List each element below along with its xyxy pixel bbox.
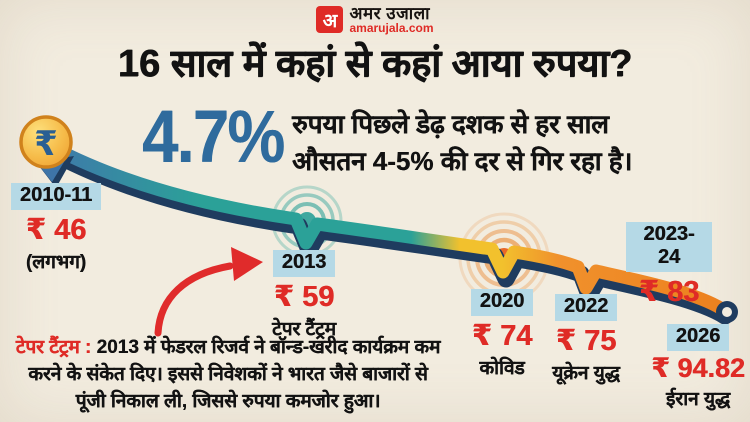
curve-endpoint — [716, 301, 738, 323]
year-chip: 2020 — [470, 289, 534, 316]
point-2010-11: 2010-11 ₹ 46 (लगभग) — [4, 183, 108, 274]
year-chip: 2026 — [666, 324, 730, 351]
amar-ujala-logo-icon: अ — [316, 6, 344, 34]
brand-site: amarujala.com — [349, 21, 434, 36]
point-2020: 2020 ₹ 74 कोविड — [458, 289, 546, 380]
stat-percentage: 4.7% — [142, 95, 285, 178]
stat-description: रुपया पिछले डेढ़ दशक से हर साल औसतन 4-5%… — [292, 106, 632, 180]
point-2022: 2022 ₹ 75 यूक्रेन युद्ध — [536, 294, 636, 385]
note-label: टेपर टैंट्रम — [272, 319, 336, 340]
point-2013: 2013 ₹ 59 टेपर टैंट्रम — [256, 250, 352, 341]
value-label: ₹ 75 — [555, 325, 617, 357]
year-chip: 2022 — [554, 294, 618, 321]
taper-tantrum-footnote: टेपर टैंट्रम : 2013 में फेडरल रिजर्व ने … — [12, 334, 444, 415]
brand-text: अमर उजाला amarujala.com — [349, 5, 433, 35]
stat-description-line1: रुपया पिछले डेढ़ दशक से हर साल — [292, 109, 609, 139]
svg-text:₹: ₹ — [34, 125, 58, 163]
note-label: ईरान युद्ध — [665, 389, 731, 410]
value-label: ₹ 83 — [638, 276, 700, 308]
brand-header: अ अमर उजाला amarujala.com — [0, 5, 750, 35]
curve-line — [45, 140, 729, 316]
year-chip: 2023-24 — [626, 222, 712, 272]
brand-name: अमर उजाला — [349, 4, 431, 23]
note-label: (लगभग) — [25, 252, 87, 273]
footnote-lead: टेपर टैंट्रम : — [15, 337, 92, 358]
value-label: ₹ 74 — [471, 320, 533, 352]
stat-description-line2: औसतन 4-5% की दर से गिर रहा है। — [292, 145, 633, 176]
rupee-coin-icon: ₹ — [19, 115, 73, 169]
note-label: कोविड — [479, 358, 525, 379]
note-label: यूक्रेन युद्ध — [552, 363, 620, 384]
year-chip: 2013 — [272, 250, 336, 277]
value-label: ₹ 59 — [273, 281, 335, 313]
footnote-text: 2013 में फेडरल रिजर्व ने बॉन्ड-खरीद कार्… — [28, 337, 441, 413]
year-chip: 2010-11 — [10, 183, 102, 210]
taper-tantrum-arrow-icon — [154, 247, 263, 337]
point-2026: 2026 ₹ 94.82 ईरान युद्ध — [648, 324, 748, 411]
page-title: 16 साल में कहां से कहां आया रुपया? — [117, 43, 633, 85]
value-label: ₹ 46 — [25, 214, 87, 246]
value-label: ₹ 94.82 — [651, 353, 745, 383]
point-2023-24: 2023-24 ₹ 83 — [626, 222, 712, 309]
